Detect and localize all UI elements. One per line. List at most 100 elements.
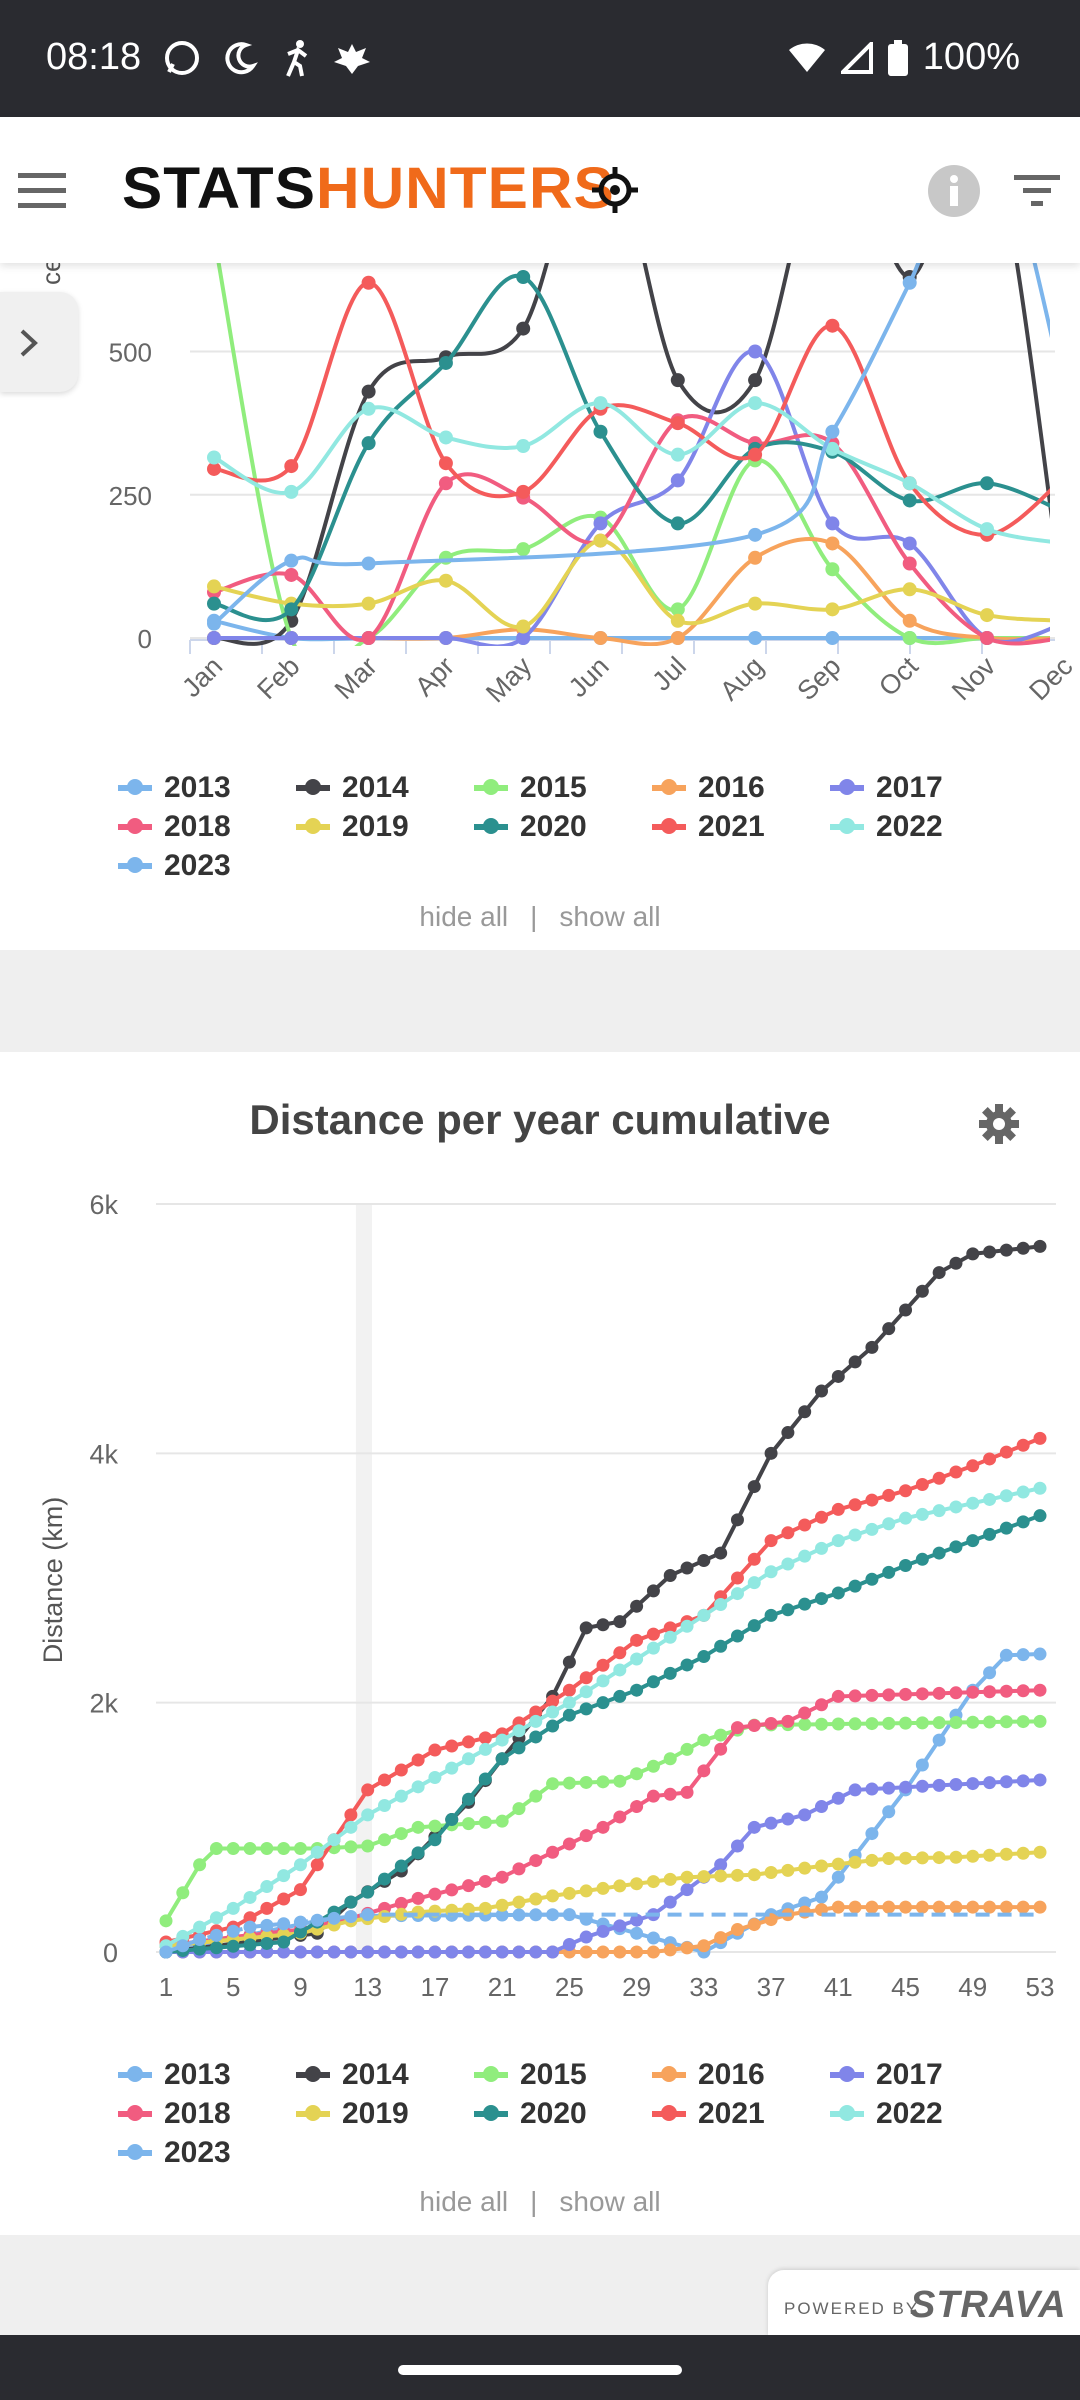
data-point[interactable] — [593, 516, 608, 531]
data-point[interactable] — [630, 1877, 644, 1891]
data-point[interactable] — [260, 1901, 274, 1915]
data-point[interactable] — [512, 1724, 526, 1738]
data-point[interactable] — [512, 1945, 526, 1959]
data-point[interactable] — [1016, 1715, 1030, 1729]
data-point[interactable] — [865, 1782, 879, 1796]
data-point[interactable] — [438, 476, 453, 491]
data-point[interactable] — [394, 1907, 408, 1921]
data-point[interactable] — [1057, 617, 1071, 631]
data-point[interactable] — [697, 1650, 711, 1664]
data-point[interactable] — [697, 1870, 711, 1884]
legend-item-2022[interactable]: 2022 — [830, 2097, 943, 2131]
data-point[interactable] — [663, 1569, 677, 1583]
data-point[interactable] — [680, 1785, 694, 1799]
data-point[interactable] — [831, 1791, 845, 1805]
data-point[interactable] — [512, 1741, 526, 1755]
data-point[interactable] — [613, 1919, 627, 1933]
data-point[interactable] — [428, 1743, 442, 1757]
data-point[interactable] — [327, 1911, 341, 1925]
data-point[interactable] — [798, 1518, 812, 1532]
data-point[interactable] — [378, 1773, 391, 1787]
data-point[interactable] — [344, 1808, 358, 1822]
data-point[interactable] — [462, 1752, 476, 1766]
data-point[interactable] — [1033, 1773, 1047, 1787]
data-point[interactable] — [730, 1923, 744, 1937]
data-point[interactable] — [831, 1870, 845, 1884]
data-point[interactable] — [747, 1918, 761, 1932]
data-point[interactable] — [831, 1502, 845, 1516]
data-point[interactable] — [562, 1655, 576, 1669]
data-point[interactable] — [999, 1684, 1013, 1698]
legend-item-2018[interactable]: 2018 — [118, 810, 231, 844]
data-point[interactable] — [798, 1405, 812, 1419]
data-point[interactable] — [1057, 505, 1071, 519]
data-point[interactable] — [284, 484, 299, 499]
data-point[interactable] — [596, 1820, 610, 1834]
data-point[interactable] — [882, 1900, 896, 1914]
data-point[interactable] — [579, 1930, 593, 1944]
data-point[interactable] — [949, 1900, 963, 1914]
data-point[interactable] — [865, 1572, 879, 1586]
data-point[interactable] — [966, 1777, 980, 1791]
data-point[interactable] — [361, 631, 376, 645]
data-point[interactable] — [613, 1615, 627, 1629]
data-point[interactable] — [361, 1839, 375, 1853]
data-point[interactable] — [865, 1900, 879, 1914]
data-point[interactable] — [613, 1774, 627, 1788]
data-point[interactable] — [310, 1858, 324, 1872]
data-point[interactable] — [1016, 1485, 1030, 1499]
legend-item-2013[interactable]: 2013 — [118, 771, 231, 805]
data-point[interactable] — [361, 436, 376, 451]
data-point[interactable] — [748, 373, 763, 388]
data-point[interactable] — [915, 1284, 929, 1298]
data-point[interactable] — [815, 1592, 828, 1606]
data-point[interactable] — [562, 1837, 576, 1851]
data-point[interactable] — [428, 1819, 442, 1833]
data-point[interactable] — [697, 1733, 711, 1747]
data-point[interactable] — [949, 1777, 963, 1791]
legend-item-2019[interactable]: 2019 — [296, 2097, 409, 2131]
data-point[interactable] — [562, 1696, 576, 1710]
data-point[interactable] — [579, 1702, 593, 1716]
data-point[interactable] — [529, 1945, 543, 1959]
data-point[interactable] — [1057, 382, 1071, 396]
filter-icon[interactable] — [1014, 175, 1060, 207]
data-point[interactable] — [932, 1504, 946, 1518]
data-point[interactable] — [516, 321, 531, 336]
data-point[interactable] — [495, 1733, 509, 1747]
data-point[interactable] — [902, 613, 917, 628]
data-point[interactable] — [462, 1792, 476, 1806]
data-point[interactable] — [915, 1851, 929, 1865]
data-point[interactable] — [815, 1698, 828, 1712]
data-point[interactable] — [293, 1883, 307, 1897]
data-point[interactable] — [748, 631, 763, 645]
hide-all-link[interactable]: hide all — [419, 2186, 509, 2217]
data-point[interactable] — [361, 596, 376, 611]
data-point[interactable] — [226, 1924, 240, 1938]
data-point[interactable] — [596, 1658, 610, 1672]
data-point[interactable] — [663, 1895, 677, 1909]
data-point[interactable] — [579, 1621, 593, 1635]
data-point[interactable] — [630, 1683, 644, 1697]
data-point[interactable] — [899, 1511, 913, 1525]
data-point[interactable] — [764, 1866, 778, 1880]
data-point[interactable] — [882, 1565, 896, 1579]
data-point[interactable] — [260, 1880, 274, 1894]
data-point[interactable] — [980, 476, 994, 491]
data-point[interactable] — [613, 1810, 627, 1824]
data-point[interactable] — [394, 1896, 408, 1910]
data-point[interactable] — [899, 1484, 913, 1498]
data-point[interactable] — [748, 344, 763, 359]
data-point[interactable] — [865, 1717, 879, 1731]
data-point[interactable] — [529, 1892, 543, 1906]
data-point[interactable] — [445, 1761, 459, 1775]
data-point[interactable] — [902, 476, 917, 491]
data-point[interactable] — [781, 1526, 795, 1540]
data-point[interactable] — [277, 1917, 291, 1931]
data-point[interactable] — [983, 1527, 997, 1541]
data-point[interactable] — [646, 1931, 660, 1945]
data-point[interactable] — [983, 1245, 997, 1259]
data-point[interactable] — [478, 1945, 492, 1959]
data-point[interactable] — [747, 1480, 761, 1494]
data-point[interactable] — [516, 542, 531, 557]
